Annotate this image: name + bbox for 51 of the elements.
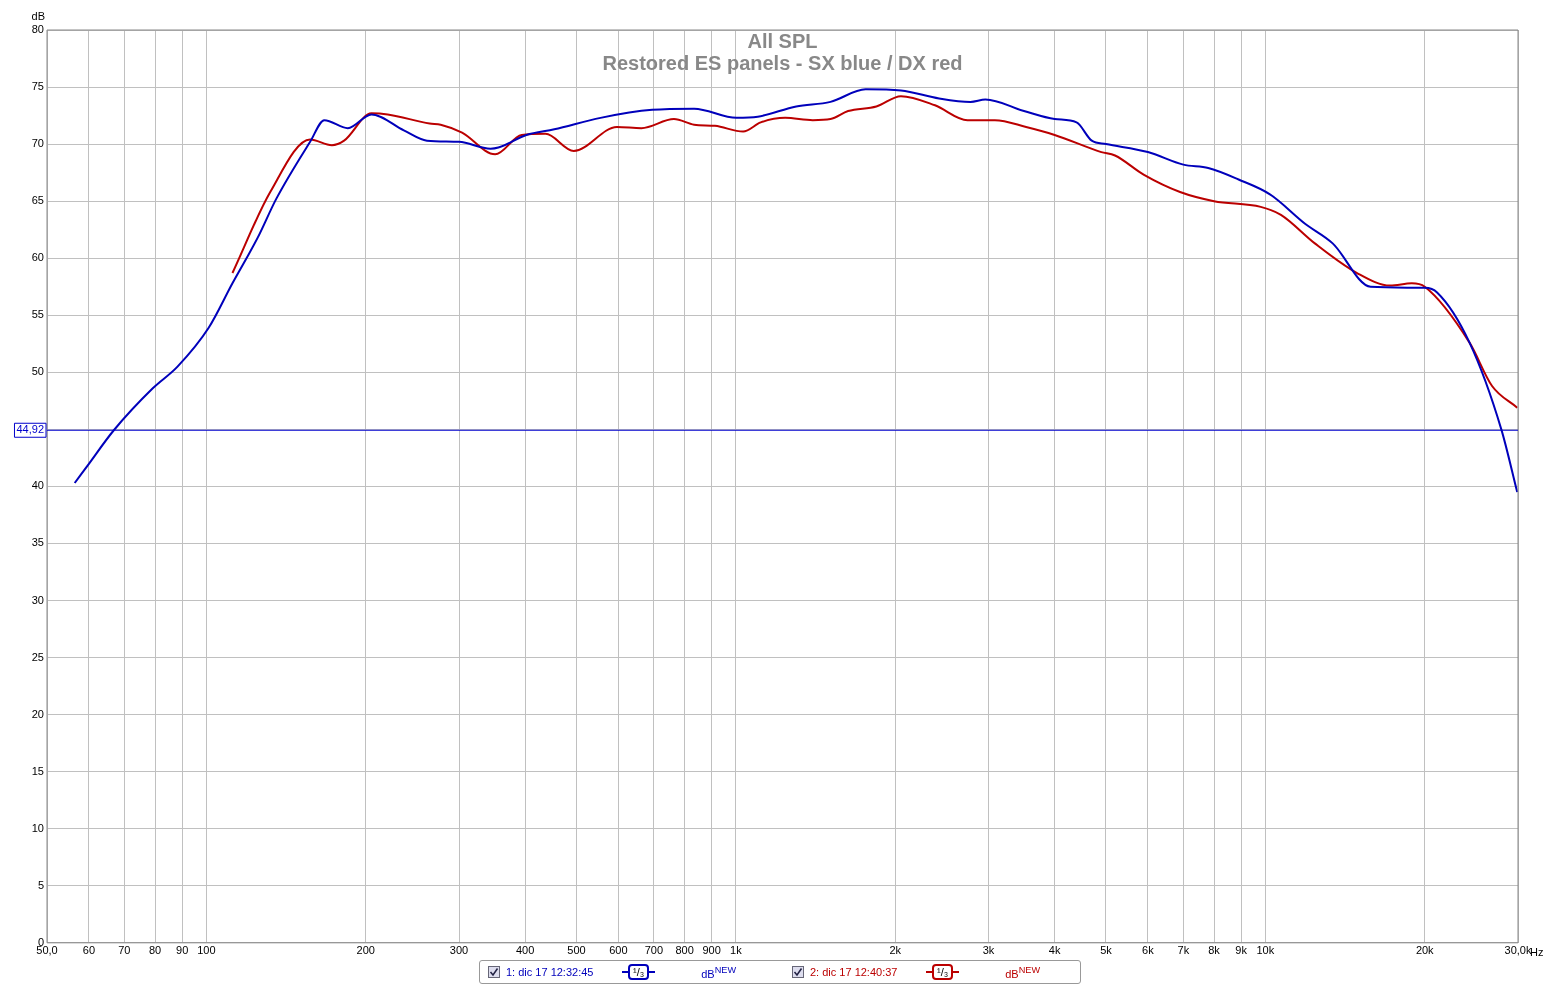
y-tick-label: 60 [31, 251, 44, 264]
x-tick-label: 80 [148, 944, 162, 957]
x-tick-label: 4k [1048, 944, 1061, 957]
x-tick-label: 300 [449, 944, 469, 957]
ref-line-label: 44,92 [16, 423, 44, 436]
text: 2: dic 17 12:40:37 [810, 966, 899, 978]
y-tick-label: 25 [31, 650, 44, 663]
x-tick-label: 9k [1235, 944, 1248, 957]
x-tick-label: 3k [982, 944, 995, 957]
x-tick-label: 2k [889, 944, 902, 957]
x-tick-label: 500 [567, 944, 586, 957]
y-tick-label: 65 [31, 194, 44, 207]
text: 1: dic 17 12:32:45 [506, 966, 595, 978]
y-tick-label: 5 [37, 878, 44, 891]
text: dB$^{NEW}$ [1005, 964, 1041, 980]
y-tick-label: 35 [31, 536, 44, 549]
x-tick-label: 700 [644, 944, 664, 957]
x-axis-title: Hz [1530, 946, 1544, 959]
x-tick-label: 200 [356, 944, 375, 957]
text: ¹/₃ [628, 964, 650, 980]
y-tick-label: 80 [31, 23, 44, 36]
y-axis-title: dB [31, 9, 45, 22]
x-tick-label: 800 [675, 944, 694, 957]
x-tick-label: 90 [176, 944, 189, 957]
y-tick-label: 20 [31, 707, 44, 720]
x-tick-label: 600 [609, 944, 628, 957]
text: dB$^{NEW}$ [701, 964, 737, 980]
x-tick-label: 7k [1177, 944, 1190, 957]
x-tick-label: 10k [1256, 944, 1275, 957]
x-tick-label: 20k [1415, 944, 1435, 957]
y-tick-label: 75 [31, 80, 44, 93]
x-tick-label: 60 [82, 944, 96, 957]
x-tick-label: 30,0k [1504, 944, 1532, 957]
y-tick-label: 50 [31, 365, 44, 378]
text: ¹/₃ [937, 966, 949, 978]
y-tick-label: 55 [31, 308, 44, 321]
x-tick-label: 1k [730, 944, 743, 957]
x-tick-label: 8k [1208, 944, 1221, 957]
y-tick-label: 30 [31, 593, 44, 606]
y-tick-label: 10 [31, 821, 44, 834]
x-tick-label: 100 [197, 944, 216, 957]
x-tick-label: 900 [702, 944, 721, 957]
text: Restored ES panels - SX blue / DX red [602, 51, 963, 74]
y-tick-label: 15 [31, 764, 44, 777]
chart-title: All SPL [747, 29, 818, 52]
y-tick-label: 40 [31, 479, 44, 492]
x-tick-label: 5k [1100, 944, 1113, 957]
x-tick-label: 400 [516, 944, 535, 957]
x-tick-label: 70 [118, 944, 131, 957]
y-tick-label: 70 [31, 137, 44, 150]
x-tick-label: 6k [1142, 944, 1155, 957]
